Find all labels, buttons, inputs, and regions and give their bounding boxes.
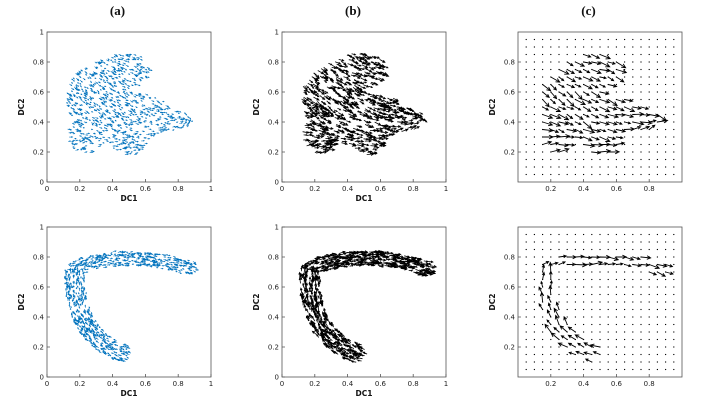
svg-text:0.8: 0.8 [32, 58, 43, 66]
svg-text:0.2: 0.2 [32, 148, 43, 156]
svg-text:0.4: 0.4 [32, 118, 44, 126]
svg-text:0.6: 0.6 [503, 283, 515, 291]
svg-text:0.2: 0.2 [268, 148, 279, 156]
svg-text:0.8: 0.8 [408, 185, 419, 193]
svg-text:0.6: 0.6 [610, 185, 622, 193]
svg-text:0.2: 0.2 [503, 343, 514, 351]
svg-text:DC1: DC1 [120, 389, 137, 398]
svg-text:0.4: 0.4 [342, 380, 354, 388]
svg-text:1: 1 [444, 185, 448, 193]
svg-text:0.8: 0.8 [503, 58, 514, 66]
svg-text:0.8: 0.8 [268, 58, 279, 66]
svg-text:0: 0 [275, 373, 279, 381]
quiver-plot-top-c: 0.2 0.4 0.6 0.8 0.2 0.4 0.6 0.8 DC2 [488, 31, 682, 193]
svg-text:1: 1 [275, 28, 279, 36]
svg-text:0.2: 0.2 [503, 148, 514, 156]
quiver-plot-top-b: 0 0.2 0.4 0.6 0.8 1 0 0.2 0.4 0.6 0.8 1 DC1 DC2 [252, 28, 448, 203]
column-label-c: (c) [581, 3, 596, 18]
svg-text:DC2: DC2 [488, 294, 497, 311]
svg-text:0.4: 0.4 [32, 313, 44, 321]
svg-text:0.6: 0.6 [503, 88, 515, 96]
svg-text:1: 1 [275, 223, 279, 231]
svg-text:0.8: 0.8 [643, 185, 654, 193]
svg-text:0.6: 0.6 [268, 283, 280, 291]
svg-text:0.2: 0.2 [74, 185, 85, 193]
svg-text:0.2: 0.2 [309, 380, 320, 388]
svg-text:1: 1 [39, 223, 43, 231]
svg-text:0.2: 0.2 [545, 185, 556, 193]
svg-text:0.6: 0.6 [139, 380, 151, 388]
svg-text:DC2: DC2 [17, 294, 26, 311]
svg-text:DC1: DC1 [120, 194, 137, 203]
svg-text:0.6: 0.6 [375, 380, 387, 388]
svg-text:DC1: DC1 [356, 389, 373, 398]
svg-text:0: 0 [44, 185, 48, 193]
quiver-plot-bottom-a: 0 0.2 0.4 0.6 0.8 1 0 0.2 0.4 0.6 0.8 1 DC1 DC2 [17, 223, 213, 398]
svg-text:0.4: 0.4 [578, 185, 590, 193]
svg-text:0: 0 [39, 178, 43, 186]
svg-text:1: 1 [444, 380, 448, 388]
svg-text:0.2: 0.2 [545, 380, 556, 388]
quiver-plot-bottom-b: 0 0.2 0.4 0.6 0.8 1 0 0.2 0.4 0.6 0.8 1 DC1 DC2 [252, 223, 448, 398]
svg-text:0.2: 0.2 [268, 343, 279, 351]
panel-bottom-b: 0 0.2 0.4 0.6 0.8 1 0 0.2 0.4 0.6 0.8 1 DC1 DC2 [235, 217, 471, 413]
column-label-a: (a) [109, 3, 126, 18]
svg-text:0.6: 0.6 [610, 380, 622, 388]
svg-text:0.4: 0.4 [107, 380, 119, 388]
svg-text:DC2: DC2 [488, 98, 497, 115]
svg-text:0.4: 0.4 [268, 313, 280, 321]
svg-text:0.8: 0.8 [32, 253, 43, 261]
panel-top-c: 0.2 0.4 0.6 0.8 0.2 0.4 0.6 0.8 DC2 [471, 22, 706, 217]
panel-bottom-a: 0 0.2 0.4 0.6 0.8 1 0 0.2 0.4 0.6 0.8 1 DC1 DC2 [0, 217, 235, 413]
svg-text:0: 0 [44, 380, 48, 388]
quiver-plot-bottom-c: 0.2 0.4 0.6 0.8 0.2 0.4 0.6 0.8 DC2 [488, 226, 682, 388]
svg-text:1: 1 [39, 28, 43, 36]
svg-text:0.4: 0.4 [342, 185, 354, 193]
svg-text:0.6: 0.6 [268, 88, 280, 96]
svg-text:0: 0 [39, 373, 43, 381]
svg-text:0.2: 0.2 [74, 380, 85, 388]
panel-top-b: 0 0.2 0.4 0.6 0.8 1 0 0.2 0.4 0.6 0.8 1 DC1 DC2 [235, 22, 471, 217]
svg-text:0.4: 0.4 [268, 118, 280, 126]
svg-text:0.4: 0.4 [503, 118, 515, 126]
svg-text:0.8: 0.8 [503, 253, 514, 261]
quiver-plot-top-a: 0 0.2 0.4 0.6 0.8 1 0 0.2 0.4 0.6 0.8 1 DC1 DC2 [17, 28, 213, 203]
svg-text:0.2: 0.2 [309, 185, 320, 193]
svg-text:0.6: 0.6 [32, 88, 44, 96]
svg-text:0.6: 0.6 [32, 283, 44, 291]
panel-bottom-c: 0.2 0.4 0.6 0.8 0.2 0.4 0.6 0.8 DC2 [471, 217, 706, 413]
svg-text:0.8: 0.8 [408, 380, 419, 388]
panel-top-a: 0 0.2 0.4 0.6 0.8 1 0 0.2 0.4 0.6 0.8 1 DC1 DC2 [0, 22, 235, 217]
svg-text:DC1: DC1 [356, 194, 373, 203]
svg-text:1: 1 [208, 380, 212, 388]
svg-text:0.8: 0.8 [172, 380, 183, 388]
column-label-b: (b) [345, 3, 361, 18]
svg-text:0.6: 0.6 [139, 185, 151, 193]
svg-text:0: 0 [280, 185, 284, 193]
svg-text:0.4: 0.4 [107, 185, 119, 193]
svg-text:0.4: 0.4 [578, 380, 590, 388]
svg-text:DC2: DC2 [17, 98, 26, 115]
svg-text:0.4: 0.4 [503, 313, 515, 321]
svg-text:0.8: 0.8 [172, 185, 183, 193]
svg-text:0.8: 0.8 [643, 380, 654, 388]
svg-text:0: 0 [275, 178, 279, 186]
svg-text:1: 1 [208, 185, 212, 193]
svg-text:DC2: DC2 [252, 98, 261, 115]
svg-text:0.8: 0.8 [268, 253, 279, 261]
svg-text:0.6: 0.6 [375, 185, 387, 193]
svg-text:0.2: 0.2 [32, 343, 43, 351]
svg-text:DC2: DC2 [252, 294, 261, 311]
svg-text:0: 0 [280, 380, 284, 388]
